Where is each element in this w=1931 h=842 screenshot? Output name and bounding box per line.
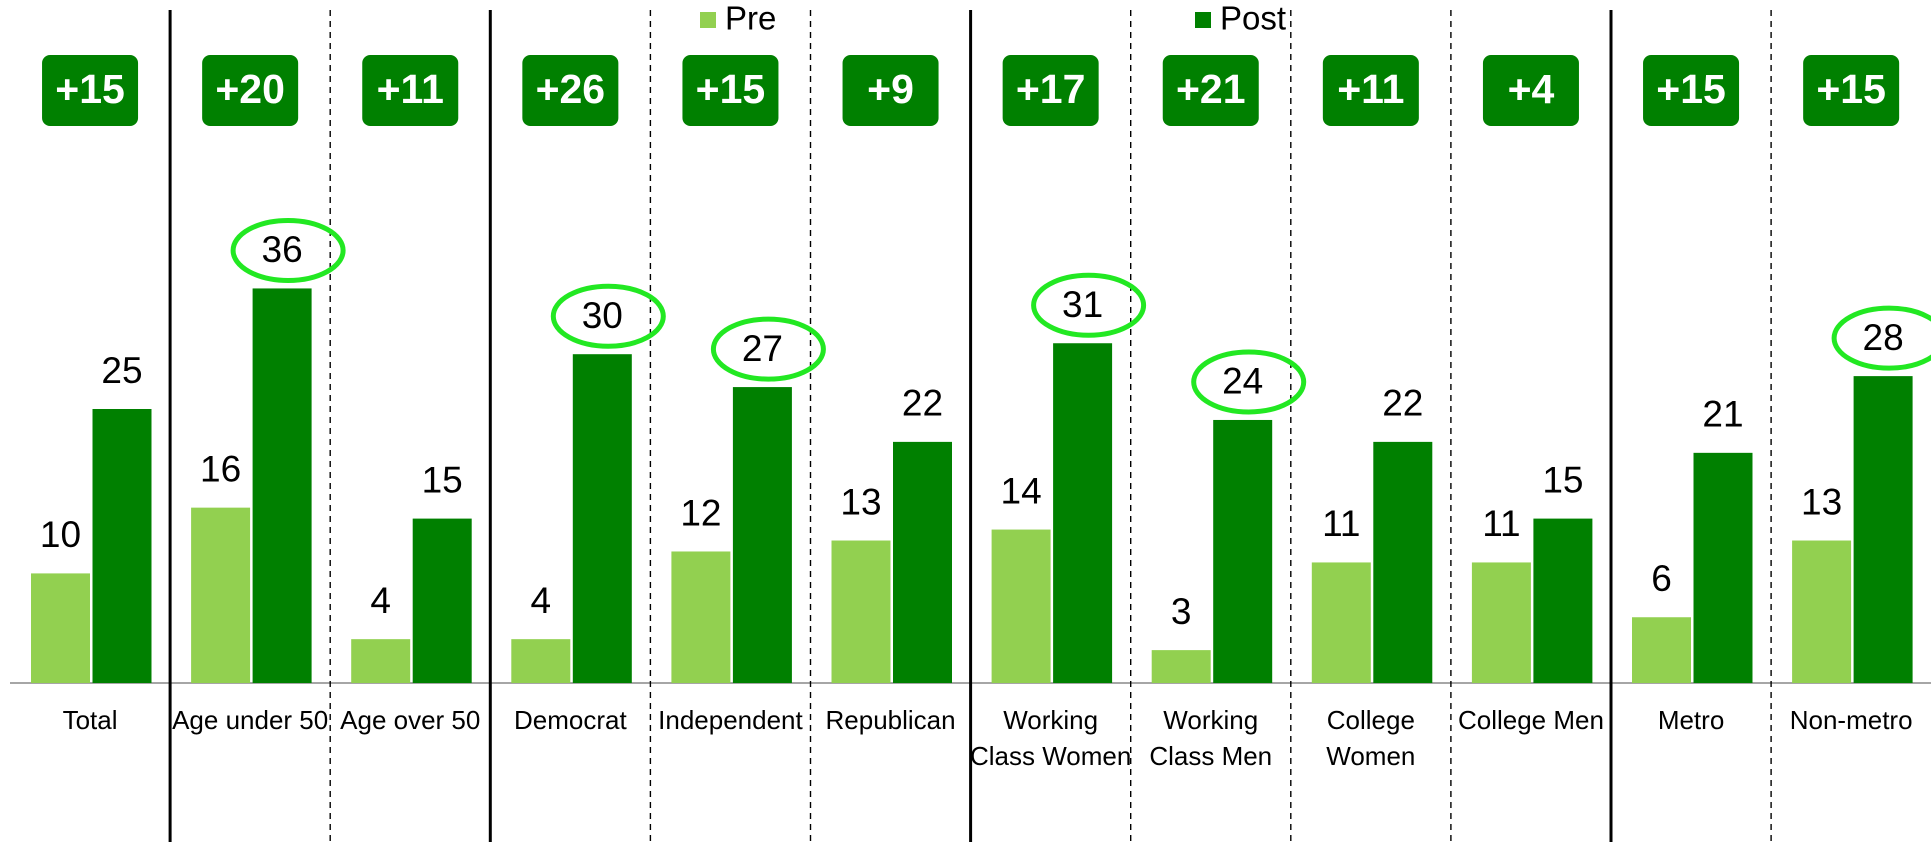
highlight-circle <box>230 217 346 283</box>
annotation: +15 <box>696 66 766 112</box>
bar <box>1853 376 1913 683</box>
x-tick-label: Total <box>63 705 118 735</box>
value-label: 13 <box>840 481 881 522</box>
annotation: +15 <box>1656 66 1726 112</box>
annotation-badge <box>1002 55 1099 126</box>
value-label: 36 <box>262 229 303 270</box>
bar <box>1213 419 1273 683</box>
bar <box>1792 540 1852 683</box>
annotation-badge <box>1803 55 1900 126</box>
value-label: 15 <box>422 459 463 500</box>
bar <box>191 507 251 683</box>
bar <box>732 387 792 683</box>
bar <box>31 573 90 683</box>
x-tick-label: Independent <box>658 705 803 735</box>
value-label: 11 <box>1482 503 1520 544</box>
bar <box>572 354 632 683</box>
value-label: 27 <box>742 328 783 369</box>
highlight-circle <box>1031 272 1147 338</box>
value-label: 25 <box>101 350 142 391</box>
bar <box>1053 343 1113 683</box>
bar <box>1693 452 1753 683</box>
x-tick-label: Working Class Men <box>1149 705 1272 771</box>
annotation: +4 <box>1508 66 1555 112</box>
bar <box>412 518 472 683</box>
annotation-badge <box>362 55 459 126</box>
value-label: 22 <box>1382 383 1423 424</box>
value-label: 11 <box>1322 503 1360 544</box>
bar <box>991 529 1051 683</box>
highlight-circle <box>550 283 666 349</box>
value-label: 14 <box>1001 470 1042 511</box>
bar <box>831 540 891 683</box>
x-tick-label: Age under 50 <box>172 705 328 735</box>
bar <box>511 639 571 683</box>
value-label: 6 <box>1651 558 1672 599</box>
value-label: 10 <box>40 514 81 555</box>
annotation-badge <box>1643 55 1740 126</box>
value-label: 4 <box>370 580 391 621</box>
x-tick-label: Working Class Women <box>970 705 1131 771</box>
value-label: 16 <box>200 448 241 489</box>
annotation: +20 <box>215 66 285 112</box>
bar <box>92 409 152 683</box>
bar <box>1373 441 1433 683</box>
x-tick-label: Democrat <box>514 705 627 735</box>
annotation: +15 <box>55 66 125 112</box>
highlight-circle <box>1831 305 1931 371</box>
x-tick-label: College Women <box>1326 705 1415 771</box>
highlight-circle <box>710 316 826 382</box>
annotation-badge <box>1322 55 1419 126</box>
x-tick-label: Age over 50 <box>340 705 480 735</box>
value-label: 15 <box>1542 459 1583 500</box>
x-tick-label: Republican <box>826 705 956 735</box>
value-label: 28 <box>1863 317 1904 358</box>
value-label: 21 <box>1702 394 1743 435</box>
legend-label: Pre <box>725 0 776 37</box>
highlight-circle <box>1191 349 1307 415</box>
value-label: 12 <box>680 492 721 533</box>
bar <box>1533 518 1593 683</box>
bar <box>1471 562 1531 683</box>
annotation: +9 <box>867 66 914 112</box>
value-label: 31 <box>1062 284 1103 325</box>
annotation-badge <box>1482 55 1579 126</box>
bar <box>1632 617 1691 683</box>
value-label: 4 <box>531 580 552 621</box>
legend-label: Post <box>1220 0 1286 37</box>
value-label: 3 <box>1171 591 1192 632</box>
bar <box>1151 650 1211 683</box>
annotation: +11 <box>1337 66 1404 112</box>
annotation-badge <box>842 55 939 126</box>
value-label: 24 <box>1222 361 1263 402</box>
value-label: 30 <box>582 295 623 336</box>
annotation-badge <box>682 55 779 126</box>
bar <box>351 639 411 683</box>
bar <box>1311 562 1371 683</box>
x-tick-label: College Men <box>1458 705 1604 735</box>
annotation: +17 <box>1016 66 1086 112</box>
value-label: 22 <box>902 383 943 424</box>
annotation: +15 <box>1816 66 1886 112</box>
annotation-badge <box>202 55 299 126</box>
bar <box>671 551 731 683</box>
value-label: 13 <box>1801 481 1842 522</box>
annotation-badge <box>1162 55 1259 126</box>
annotation: +26 <box>536 66 606 112</box>
annotation: +11 <box>377 66 444 112</box>
x-tick-label: Non-metro <box>1790 705 1913 735</box>
annotation-badge <box>42 55 139 126</box>
legend-swatch <box>1195 12 1211 28</box>
annotation: +21 <box>1176 66 1246 112</box>
legend-swatch <box>700 12 716 28</box>
bar <box>893 441 952 683</box>
annotation-badge <box>522 55 619 126</box>
bar <box>252 288 312 683</box>
x-tick-label: Metro <box>1658 705 1724 735</box>
